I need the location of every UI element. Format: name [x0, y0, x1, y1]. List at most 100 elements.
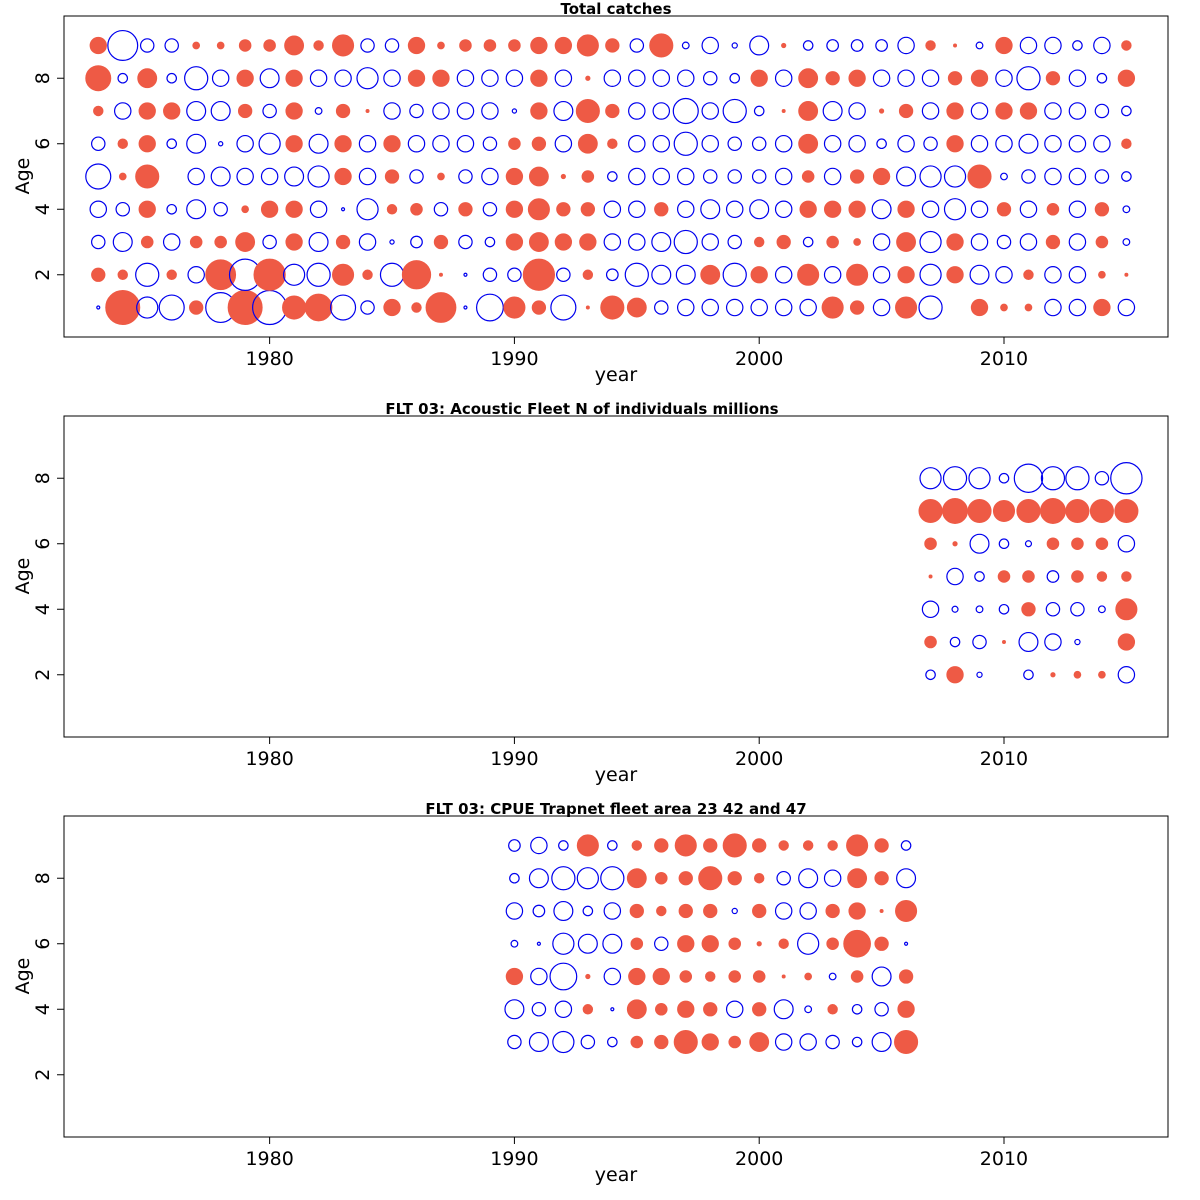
positive-residual-bubble	[365, 108, 370, 113]
negative-residual-bubble	[186, 100, 207, 122]
positive-residual-bubble	[798, 68, 819, 89]
positive-residual-bubble	[285, 233, 303, 251]
positive-residual-bubble	[677, 1000, 695, 1018]
positive-residual-bubble	[801, 170, 815, 183]
positive-residual-bubble	[554, 36, 573, 55]
negative-residual-bubble	[918, 295, 943, 320]
positive-residual-bubble	[362, 269, 373, 280]
plot-frame	[63, 415, 1169, 738]
positive-residual-bubble	[992, 499, 1016, 523]
negative-residual-bubble	[751, 136, 767, 152]
positive-residual-bubble	[241, 205, 249, 214]
positive-residual-bubble	[189, 235, 203, 249]
positive-residual-bubble	[582, 1004, 594, 1015]
x-tick-label: 1990	[490, 348, 538, 370]
negative-residual-bubble	[358, 233, 377, 251]
positive-residual-bubble	[722, 833, 747, 858]
negative-residual-bubble	[603, 902, 622, 920]
negative-residual-bubble	[949, 636, 961, 648]
positive-residual-bubble	[505, 233, 524, 251]
panel-acoustic-fleet: FLT 03: Acoustic Fleet N of individuals …	[12, 400, 1169, 786]
positive-residual-bubble	[1016, 498, 1041, 524]
negative-residual-bubble	[774, 265, 793, 284]
positive-residual-bubble	[527, 198, 550, 221]
negative-residual-bubble	[875, 39, 888, 52]
y-tick-label: 8	[32, 72, 54, 84]
negative-residual-bubble	[484, 236, 496, 248]
negative-residual-bubble	[725, 200, 744, 219]
negative-residual-bubble	[652, 167, 671, 186]
negative-residual-bubble	[158, 294, 185, 321]
negative-residual-bubble	[1044, 633, 1062, 651]
x-tick-label: 1980	[245, 1148, 293, 1170]
negative-residual-bubble	[511, 108, 518, 114]
positive-residual-bubble	[1089, 498, 1114, 524]
positive-residual-bubble	[677, 935, 695, 953]
positive-residual-bubble	[652, 967, 670, 986]
positive-residual-bubble	[626, 999, 647, 1020]
positive-residual-bubble	[631, 840, 643, 851]
negative-residual-bubble	[701, 233, 720, 251]
negative-residual-bubble	[628, 69, 646, 88]
positive-residual-bubble	[503, 296, 526, 319]
positive-residual-bubble	[848, 200, 866, 218]
positive-residual-bubble	[285, 69, 303, 87]
negative-residual-bubble	[969, 264, 990, 285]
panel-title: FLT 03: Acoustic Fleet N of individuals …	[385, 400, 778, 418]
negative-residual-bubble	[676, 167, 695, 186]
negative-residual-bubble	[186, 199, 207, 220]
negative-residual-bubble	[528, 868, 549, 889]
positive-residual-bubble	[554, 233, 573, 251]
negative-residual-bubble	[951, 605, 959, 613]
positive-residual-bubble	[1117, 633, 1136, 651]
negative-residual-bubble	[652, 102, 671, 120]
negative-residual-bubble	[823, 167, 842, 186]
negative-residual-bubble	[995, 134, 1013, 153]
positive-residual-bubble	[1000, 303, 1008, 312]
negative-residual-bubble	[329, 294, 357, 321]
positive-residual-bubble	[629, 903, 644, 919]
positive-residual-bubble	[649, 33, 674, 58]
positive-residual-bubble	[530, 36, 548, 55]
negative-residual-bubble	[210, 166, 231, 187]
positive-residual-bubble	[117, 269, 128, 280]
negative-residual-bubble	[553, 900, 574, 922]
positive-residual-bubble	[1023, 269, 1034, 280]
positive-residual-bubble	[853, 238, 861, 246]
positive-residual-bubble	[752, 903, 767, 919]
negative-residual-bubble	[1016, 66, 1041, 91]
negative-residual-bubble	[481, 102, 499, 120]
negative-residual-bubble	[96, 305, 101, 310]
negative-residual-bubble	[552, 932, 575, 955]
x-tick-label: 1980	[245, 348, 293, 370]
negative-residual-bubble	[1013, 463, 1044, 493]
negative-residual-bubble	[603, 200, 622, 219]
positive-residual-bubble	[781, 974, 786, 979]
positive-residual-bubble	[1039, 498, 1066, 524]
negative-residual-bubble	[676, 298, 695, 317]
positive-residual-bubble	[528, 166, 549, 187]
positive-residual-bubble	[216, 41, 225, 50]
positive-residual-bubble	[579, 233, 597, 251]
positive-residual-bubble	[605, 103, 620, 119]
negative-residual-bubble	[475, 293, 504, 322]
positive-residual-bubble	[626, 297, 647, 318]
positive-residual-bubble	[778, 938, 789, 949]
positive-residual-bubble	[189, 300, 204, 315]
positive-residual-bubble	[384, 169, 400, 184]
negative-residual-bubble	[675, 264, 696, 285]
negative-residual-bubble	[306, 262, 331, 287]
negative-residual-bubble	[851, 1036, 863, 1048]
negative-residual-bubble	[773, 999, 794, 1020]
negative-residual-bubble	[556, 267, 571, 283]
positive-residual-bubble	[1071, 570, 1084, 583]
positive-residual-bubble	[260, 200, 279, 218]
positive-residual-bubble	[1121, 571, 1132, 582]
negative-residual-bubble	[85, 163, 112, 190]
negative-residual-bubble	[551, 866, 576, 891]
positive-residual-bubble	[894, 1029, 919, 1055]
negative-residual-bubble	[1019, 233, 1038, 251]
positive-residual-bubble	[752, 838, 767, 853]
negative-residual-bubble	[919, 263, 942, 286]
x-tick-label: 2000	[735, 1148, 783, 1170]
